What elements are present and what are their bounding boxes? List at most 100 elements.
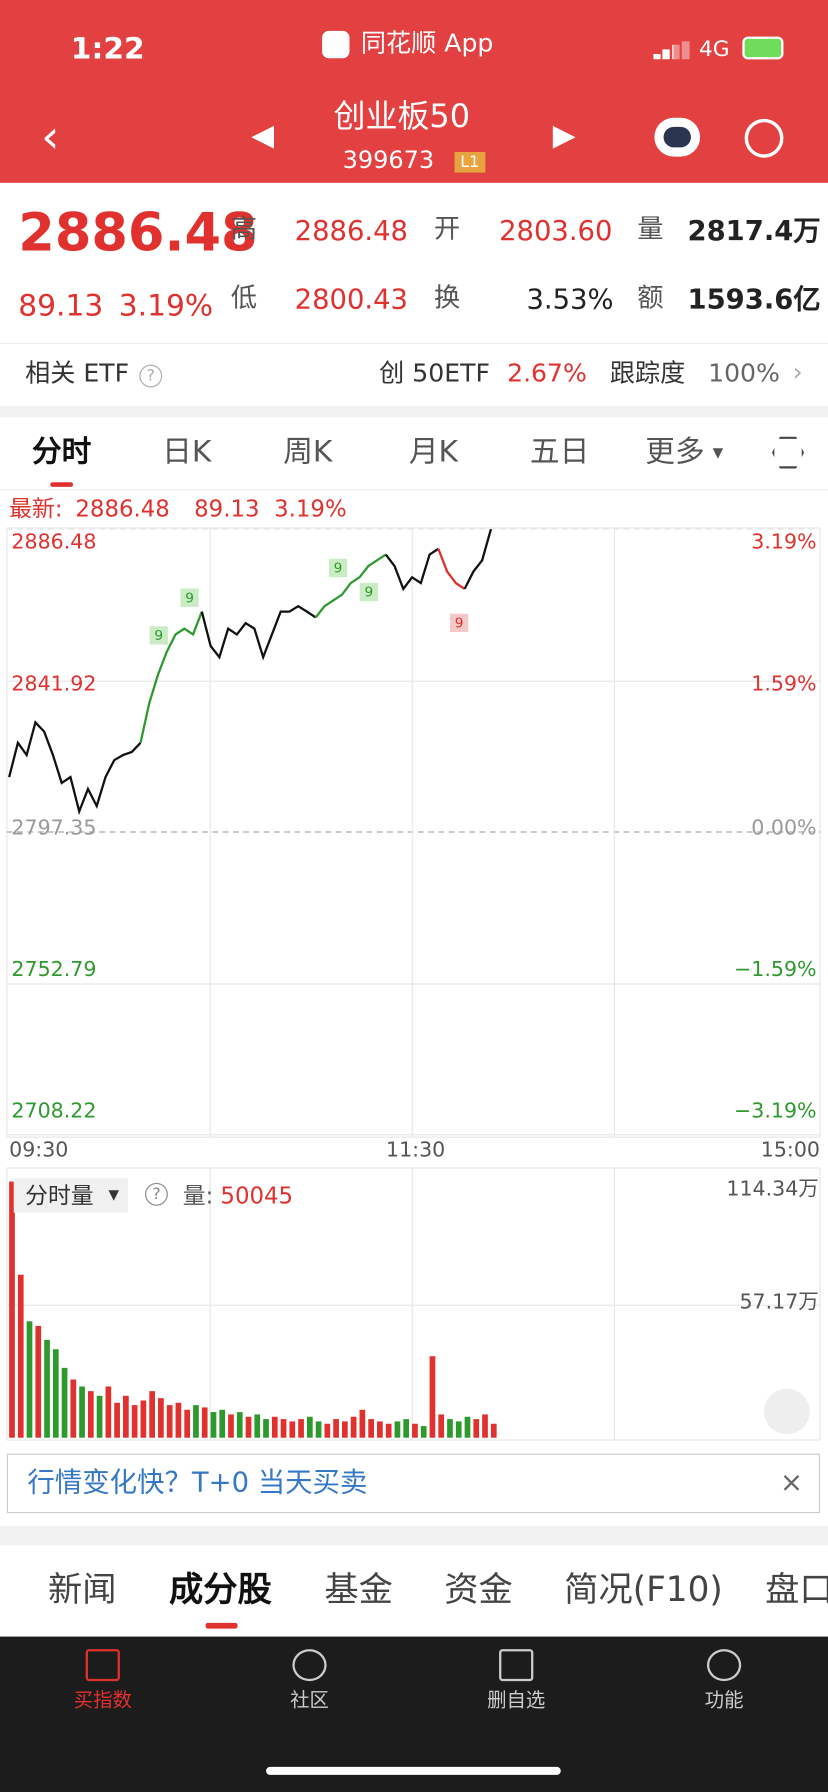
y-tick-label: 1.59% <box>751 672 817 697</box>
volume-bar <box>464 1416 471 1438</box>
volume-bar <box>166 1405 173 1438</box>
next-button[interactable]: ▶ <box>552 118 576 154</box>
volume-bar <box>342 1421 348 1438</box>
field-value: 1593.6亿 <box>687 283 821 316</box>
field-label: 量 <box>637 214 664 245</box>
content-tab[interactable]: 基金 <box>324 1570 393 1611</box>
volume-bar <box>96 1395 103 1438</box>
status-network: 4G <box>698 36 730 62</box>
volume-bar <box>368 1419 374 1438</box>
volume-bar <box>61 1367 68 1438</box>
latest-price: 2886.48 <box>75 494 170 523</box>
field-label: 额 <box>637 283 664 314</box>
volume-selector[interactable] <box>13 1178 128 1213</box>
volume-bar <box>280 1419 287 1438</box>
expand-button[interactable] <box>764 1388 810 1435</box>
search-button[interactable] <box>744 118 784 158</box>
nav-icon <box>499 1649 534 1682</box>
volume-bar <box>35 1325 42 1438</box>
settings-icon[interactable] <box>772 436 805 469</box>
nav-bar <box>0 1636 828 1792</box>
header-title: 创业板50 <box>333 97 471 135</box>
content-tab[interactable]: 成分股 <box>169 1570 272 1611</box>
nav-icon <box>292 1649 327 1682</box>
gap <box>0 1525 828 1546</box>
price-line <box>139 611 203 744</box>
help-icon[interactable]: ? <box>145 1182 168 1206</box>
tab[interactable]: 分时 <box>31 435 92 470</box>
y-tick-label: 2752.79 <box>11 957 97 982</box>
volume-bar <box>359 1409 366 1438</box>
dropdown-arrow: ▼ <box>712 444 724 461</box>
banner[interactable] <box>6 1453 821 1514</box>
quote-change: 89.13 <box>18 289 104 324</box>
volume-bar <box>184 1409 191 1438</box>
volume-value: 50045 <box>220 1181 294 1210</box>
volume-bar <box>298 1419 304 1438</box>
price-line <box>8 720 142 816</box>
volume-bar <box>438 1414 445 1438</box>
y-tick-label: −1.59% <box>734 957 817 982</box>
prev-button[interactable]: ◀ <box>251 118 275 154</box>
signal-marker: 9 <box>449 613 469 633</box>
volume-bar <box>447 1419 453 1438</box>
volume-bar <box>158 1398 164 1438</box>
etf-change: 2.67% <box>507 360 587 389</box>
volume-bar <box>44 1339 50 1438</box>
volume-bar <box>17 1274 24 1438</box>
volume-bar <box>324 1423 331 1438</box>
chevron[interactable]: › <box>792 358 803 388</box>
banner-close[interactable]: × <box>780 1466 804 1499</box>
tab[interactable]: 更多 <box>645 435 705 470</box>
tab[interactable]: 月K <box>408 435 459 470</box>
field-label: 低 <box>230 283 257 314</box>
x-tick-label: 11:30 <box>386 1138 446 1163</box>
volume-bar <box>420 1426 427 1438</box>
price-line <box>463 528 493 590</box>
nav-label[interactable]: 功能 <box>704 1689 744 1713</box>
dropdown-arrow: ▼ <box>108 1186 120 1203</box>
volume-bar <box>473 1419 480 1438</box>
content-tab[interactable]: 新闻 <box>47 1570 117 1611</box>
volume-bar <box>131 1405 138 1438</box>
tab-underline <box>205 1622 238 1629</box>
gap <box>0 405 828 418</box>
volume-bar <box>333 1419 339 1438</box>
volume-bar <box>175 1402 182 1438</box>
volume-tick-label: 57.17万 <box>739 1290 819 1315</box>
nav-label[interactable]: 删自选 <box>487 1689 546 1713</box>
volume-bar <box>350 1416 357 1438</box>
content-tab[interactable]: 简况(F10) <box>564 1570 723 1611</box>
tab[interactable]: 五日 <box>529 435 590 470</box>
help-icon[interactable]: ? <box>139 364 163 388</box>
volume-bar <box>263 1419 269 1438</box>
volume-bar <box>429 1356 436 1438</box>
field-value: 2800.43 <box>294 283 409 316</box>
back-button[interactable]: ‹ <box>41 110 60 164</box>
tab[interactable]: 日K <box>162 435 212 470</box>
volume-bar <box>105 1386 112 1438</box>
content-tab[interactable]: 盘口 <box>765 1570 828 1611</box>
field-value: 2803.60 <box>499 214 613 247</box>
content-tab[interactable]: 资金 <box>444 1570 513 1611</box>
volume-bar <box>306 1416 313 1438</box>
etf-tracking: 100% <box>708 360 780 389</box>
nav-label[interactable]: 社区 <box>290 1689 329 1713</box>
volume-bar <box>412 1423 418 1438</box>
volume-bar <box>455 1421 462 1438</box>
volume-bar <box>482 1414 488 1438</box>
volume-bar <box>123 1395 129 1438</box>
volume-bar <box>87 1391 94 1438</box>
volume-bar <box>9 1181 15 1438</box>
tab-underline <box>50 482 74 487</box>
price-line <box>437 548 466 590</box>
tab[interactable]: 周K <box>283 435 333 470</box>
signal-marker: 9 <box>149 626 168 645</box>
signal-marker: 9 <box>359 582 379 602</box>
robot-button[interactable] <box>654 117 701 157</box>
nav-label[interactable]: 买指数 <box>73 1689 132 1713</box>
volume-selector-text: 分时量 <box>25 1181 94 1210</box>
volume-bar <box>193 1405 199 1438</box>
